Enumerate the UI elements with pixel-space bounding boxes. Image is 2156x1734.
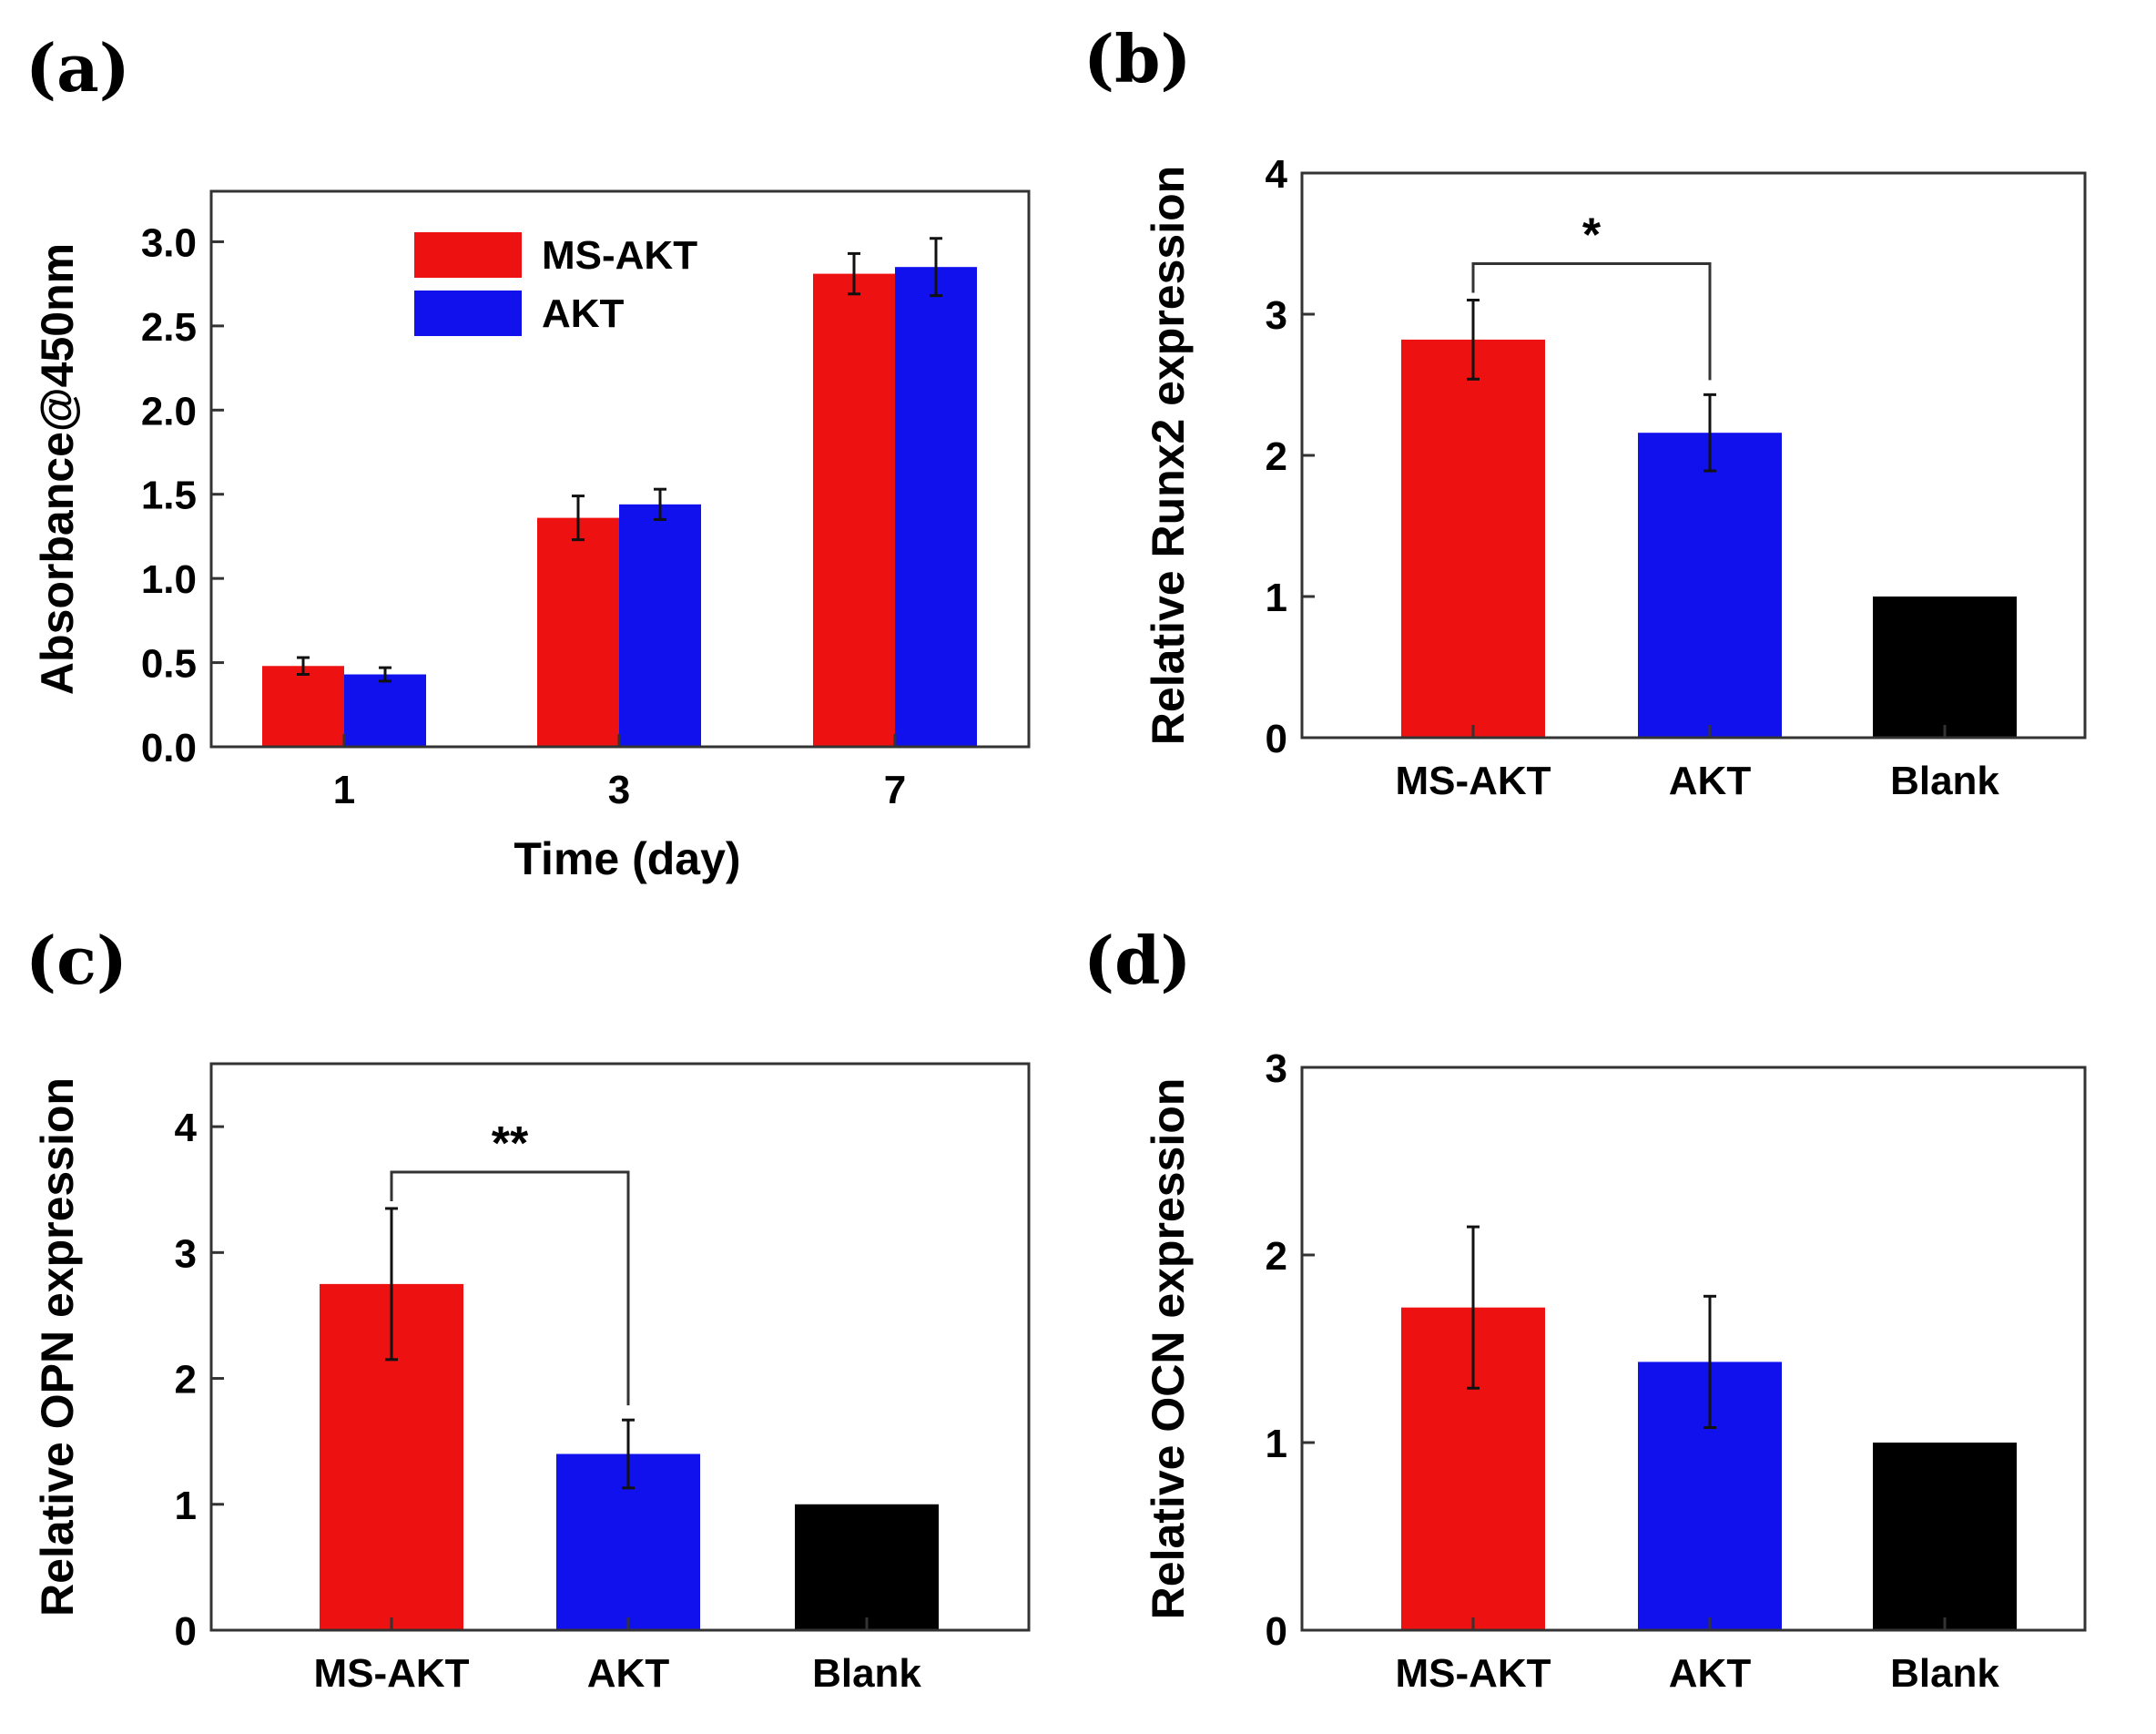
legend-label: AKT bbox=[542, 291, 625, 336]
x-tick-label: 7 bbox=[884, 768, 906, 812]
y-axis-title: Absorbance@450nm bbox=[32, 243, 83, 695]
bar-blank bbox=[1873, 597, 2017, 738]
y-tick-label: 2.0 bbox=[141, 389, 197, 434]
y-tick-label: 4 bbox=[175, 1106, 198, 1150]
y-axis-title: Relative Runx2 expression bbox=[1143, 166, 1194, 745]
significance-label: * bbox=[1582, 209, 1602, 262]
x-tick-label: MS-AKT bbox=[1395, 759, 1551, 803]
significance-label: ** bbox=[492, 1117, 529, 1170]
panel-label: (d) bbox=[1083, 922, 1191, 999]
y-tick-label: 2 bbox=[1266, 1234, 1287, 1279]
y-tick-label: 2 bbox=[175, 1358, 197, 1402]
x-tick-label: AKT bbox=[1669, 759, 1752, 803]
bar-ms-akt-day-1 bbox=[262, 666, 344, 747]
x-tick-label: 1 bbox=[333, 768, 355, 812]
significance-bracket bbox=[1471, 262, 1712, 381]
y-tick-label: 1.5 bbox=[141, 474, 197, 518]
chart-panel-d: (d) 0 1 2 3 MS-AKT AKT Blank Relative OCN expres… bbox=[1083, 922, 2087, 1696]
panel-label: (a) bbox=[25, 29, 130, 107]
x-tick-label: AKT bbox=[1669, 1651, 1752, 1696]
panel-label: (b) bbox=[1083, 20, 1191, 97]
plot-frame bbox=[209, 1062, 1031, 1632]
y-tick-label: 1 bbox=[1266, 576, 1287, 620]
y-tick-label: 2.5 bbox=[141, 305, 197, 350]
x-tick-label: AKT bbox=[587, 1651, 670, 1696]
legend-swatch-akt bbox=[414, 291, 522, 336]
bar-blank bbox=[795, 1504, 939, 1630]
y-axis-title: Relative OPN expression bbox=[32, 1077, 83, 1617]
bar-akt bbox=[1638, 433, 1782, 738]
bar-ms-akt-day-3 bbox=[537, 517, 619, 747]
y-tick-label: 3 bbox=[1266, 293, 1287, 338]
chart-panel-b: (b) 0 1 2 3 4 MS-AKT AKT Blank Relative Runx2 exp… bbox=[1083, 20, 2087, 803]
y-tick-label: 3 bbox=[1266, 1046, 1287, 1091]
bar-akt-day-1 bbox=[344, 674, 426, 747]
y-tick-label: 0.5 bbox=[141, 642, 197, 687]
y-tick-label: 0 bbox=[1266, 1609, 1287, 1654]
x-tick-label: Blank bbox=[1890, 1651, 1999, 1696]
y-tick-label: 0.0 bbox=[141, 726, 197, 770]
y-tick-label: 0 bbox=[1266, 717, 1287, 761]
y-tick-label: 1.0 bbox=[141, 557, 197, 602]
x-tick-label: 3 bbox=[608, 768, 630, 812]
bar-blank bbox=[1873, 1443, 2017, 1630]
x-tick-label: MS-AKT bbox=[1395, 1651, 1551, 1696]
x-tick-label: Blank bbox=[1890, 759, 1999, 803]
chart-panel-a: (a) 0.0 0.5 1.0 1.5 2.0 2.5 3.0 1 3 7 Absorbance@45… bbox=[25, 29, 1031, 884]
y-tick-label: 3.0 bbox=[141, 220, 197, 265]
y-tick-label: 0 bbox=[175, 1609, 197, 1654]
bar-ms-akt-day-7 bbox=[813, 273, 895, 747]
bar-ms-akt bbox=[1401, 339, 1545, 738]
legend-swatch-ms-akt bbox=[414, 232, 522, 278]
x-tick-label: MS-AKT bbox=[313, 1651, 469, 1696]
plot-frame bbox=[1300, 1066, 2087, 1632]
y-tick-label: 3 bbox=[175, 1231, 197, 1276]
y-tick-label: 4 bbox=[1266, 152, 1288, 197]
significance-bracket bbox=[390, 1170, 630, 1406]
y-axis-title: Relative OCN expression bbox=[1143, 1078, 1194, 1620]
panel-label: (c) bbox=[25, 922, 127, 999]
y-tick-label: 1 bbox=[1266, 1422, 1287, 1466]
bar-akt-day-7 bbox=[895, 267, 977, 747]
chart-panel-c: (c) 0 1 2 3 4 MS-AKT AKT Blank Relative OPN expre… bbox=[25, 922, 1031, 1696]
bar-akt-day-3 bbox=[619, 504, 701, 747]
y-tick-label: 1 bbox=[175, 1484, 197, 1528]
x-axis-title: Time (day) bbox=[514, 833, 740, 884]
legend-label: MS-AKT bbox=[542, 233, 697, 278]
y-tick-label: 2 bbox=[1266, 434, 1287, 479]
x-tick-label: Blank bbox=[812, 1651, 921, 1696]
